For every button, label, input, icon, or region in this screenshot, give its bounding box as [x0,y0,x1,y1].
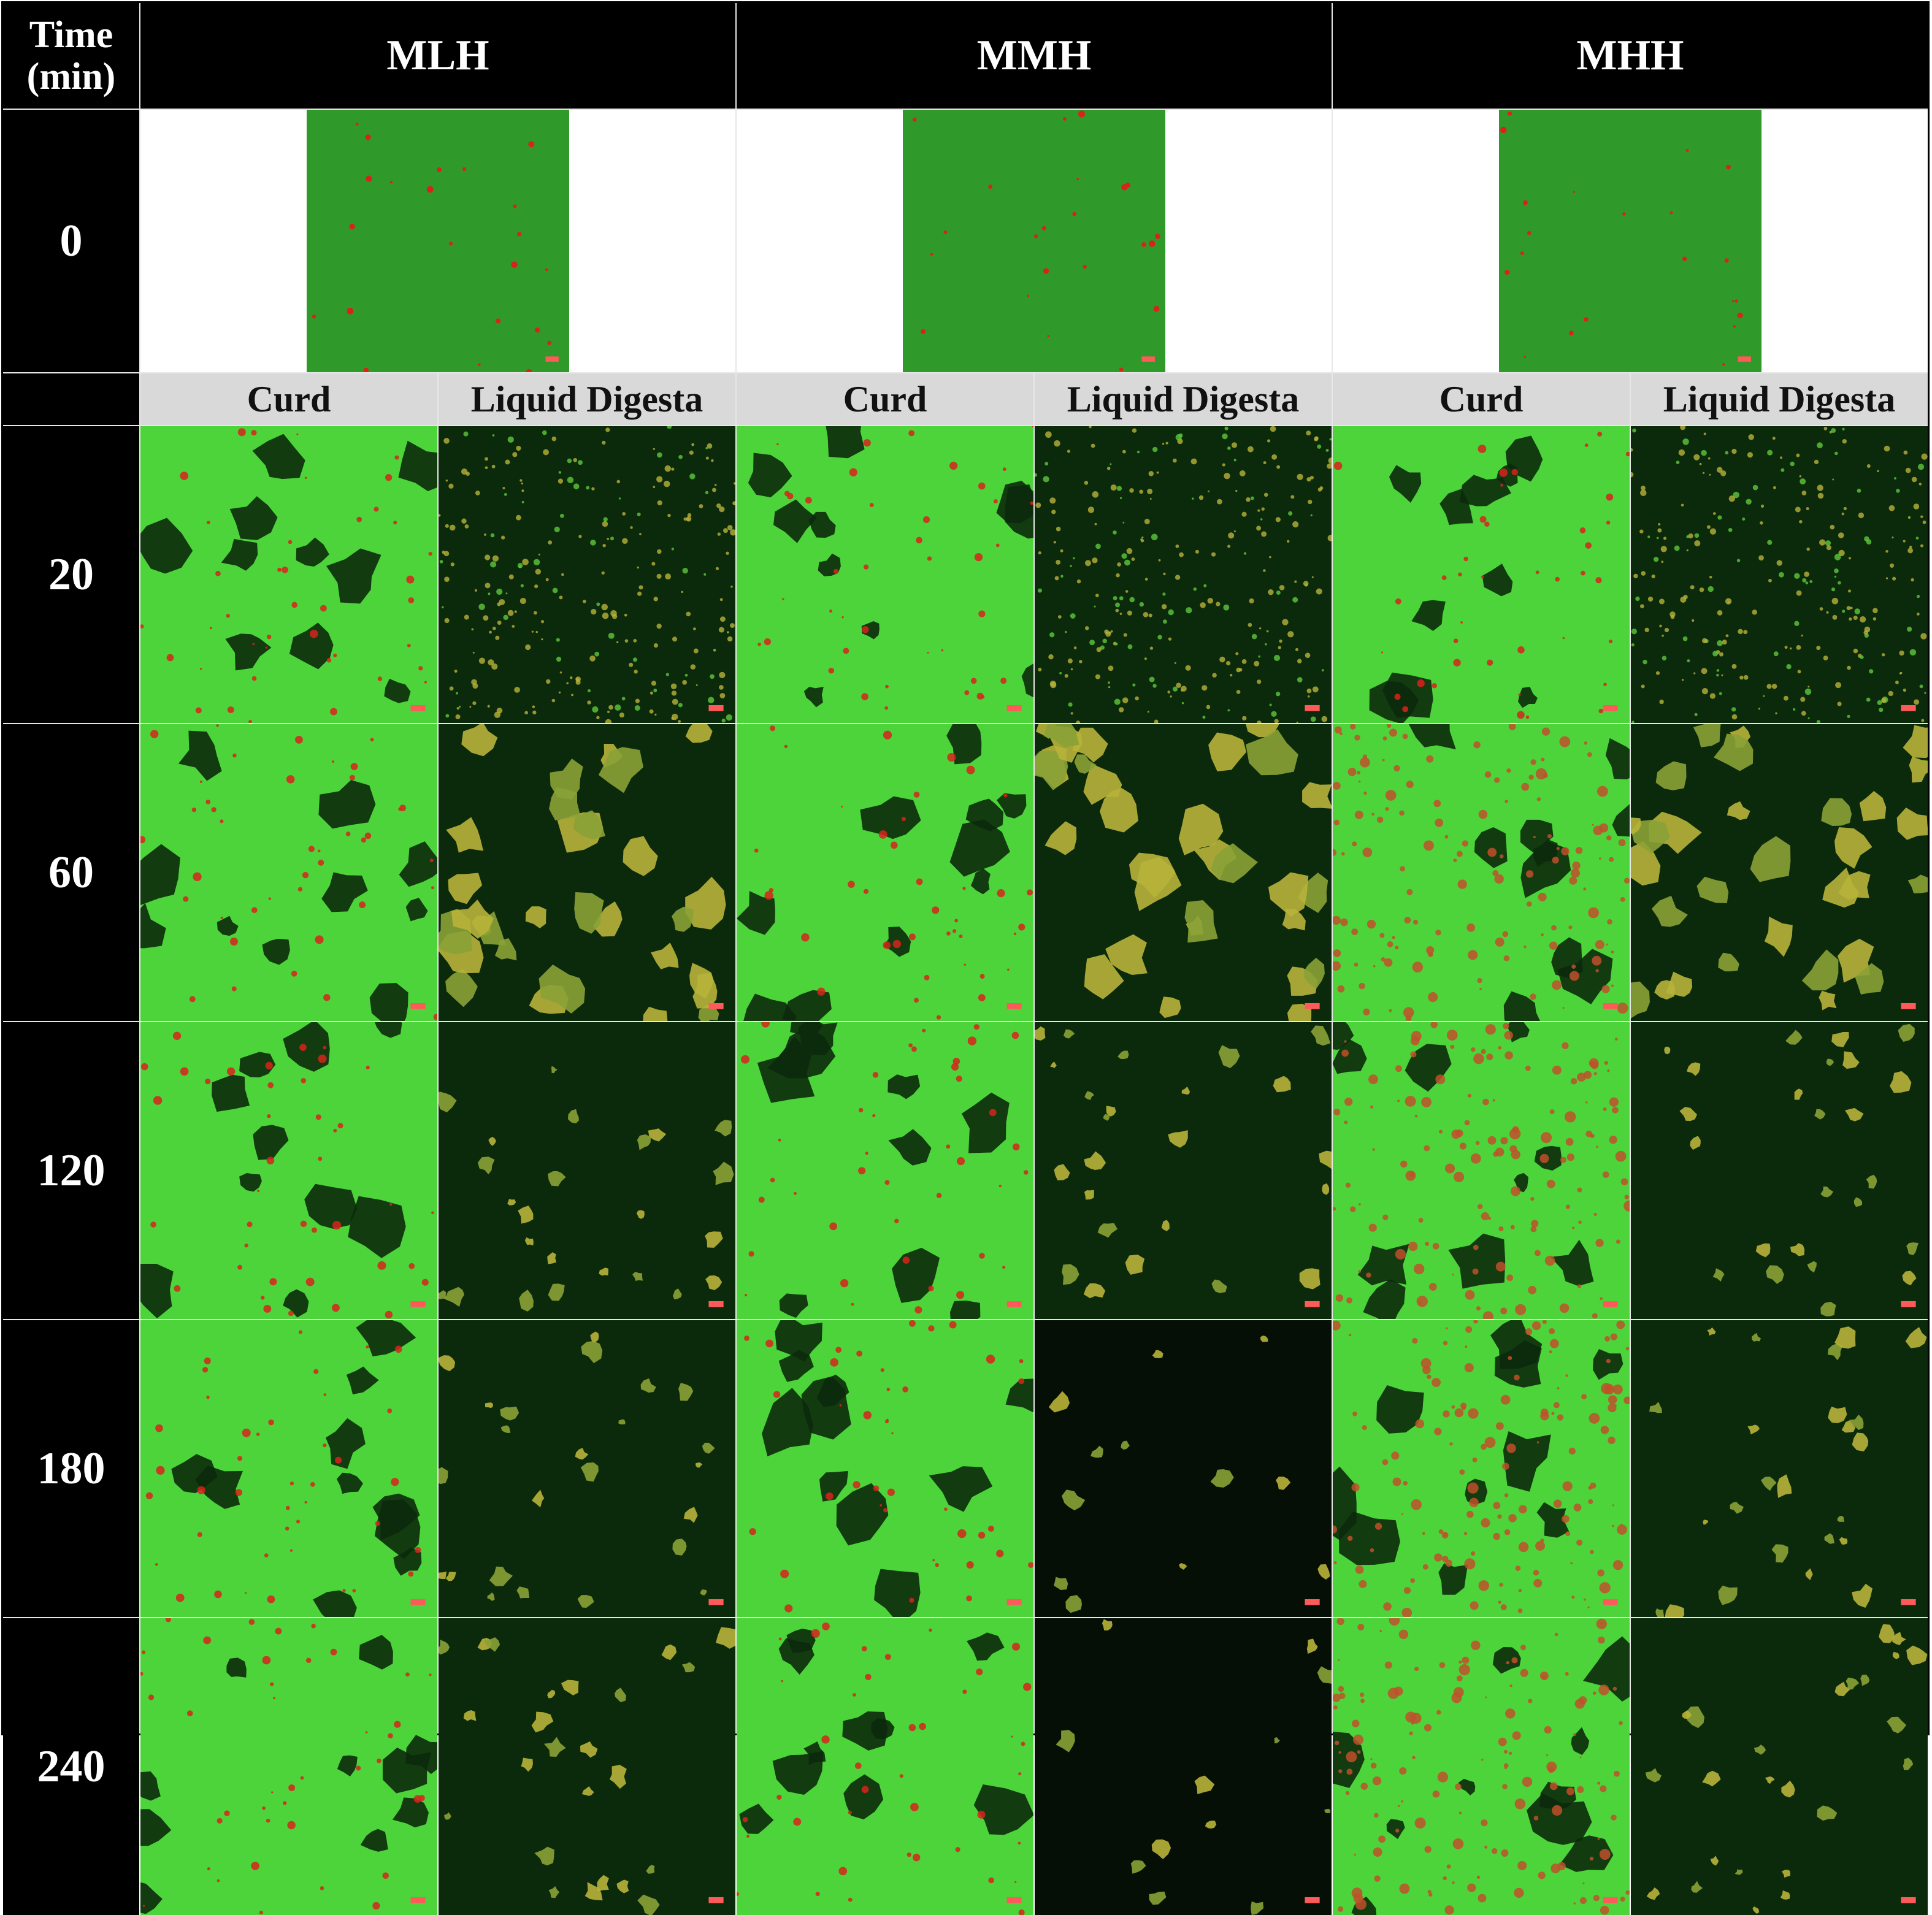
image-cell [1333,1618,1630,1915]
image-cell [1631,1022,1928,1319]
image-cell [140,1022,437,1319]
subheader-liquid-digesta: Liquid Digesta [1631,373,1928,425]
image-cell [1333,724,1630,1021]
image-cell [1035,426,1332,723]
micrograph-image [737,1618,1033,1915]
image-cell [140,1618,437,1915]
micrograph-image [140,1320,437,1617]
micrograph-image [1035,1022,1332,1319]
image-cell [737,426,1033,723]
image-cell-mmh-t0 [737,110,1332,372]
micrograph-image [140,426,437,723]
image-cell [439,426,735,723]
image-cell-mlh-t0 [140,110,735,372]
micrograph-image [1035,724,1332,1021]
micrograph-image [307,110,569,372]
image-cell [1333,1022,1630,1319]
micrograph-image [1631,1022,1928,1319]
micrograph-image [737,724,1033,1021]
micrograph-image [439,426,735,723]
micrograph-image [1333,1618,1630,1915]
image-cell-mhh-t0 [1333,110,1928,372]
image-cell [1631,1320,1928,1617]
image-cell [737,1022,1033,1319]
image-cell [1333,426,1630,723]
micrograph-image [1631,1320,1928,1617]
micrograph-image [439,1022,735,1319]
image-cell [737,1618,1033,1915]
image-cell [1333,1320,1630,1617]
image-cell [1035,1022,1332,1319]
micrograph-image [1035,426,1332,723]
image-cell [140,724,437,1021]
image-cell [439,724,735,1021]
micrograph-image [439,724,735,1021]
micrograph-image [737,1320,1033,1617]
micrograph-image [140,1022,437,1319]
micrograph-image [140,724,437,1021]
image-cell [1631,1618,1928,1915]
micrograph-image [737,1022,1033,1319]
time-label-20: 20 [3,426,139,723]
time-label-180: 180 [3,1320,139,1617]
time-label-0: 0 [3,110,139,372]
image-cell [439,1022,735,1319]
subheader-curd: Curd [1333,373,1630,425]
time-unit-label: (min) [26,56,116,97]
image-cell [1035,724,1332,1021]
image-cell [140,1320,437,1617]
image-cell [439,1320,735,1617]
image-cell [737,724,1033,1021]
micrograph-image [737,426,1033,723]
time-label: Time [29,13,113,56]
micrograph-image [1333,426,1630,723]
time-label-240: 240 [3,1618,139,1915]
image-cell [439,1618,735,1915]
micrograph-image [140,1618,437,1915]
micrograph-image [439,1618,735,1915]
subheader-liquid-digesta: Liquid Digesta [439,373,735,425]
micrograph-image [439,1320,735,1617]
micrograph-image [1333,1022,1630,1319]
group-header-mlh: MLH [140,3,735,109]
micrograph-image [903,110,1165,372]
micrograph-image [1631,724,1928,1021]
image-cell [737,1320,1033,1617]
time-label-60: 60 [3,724,139,1021]
subheader-liquid-digesta: Liquid Digesta [1035,373,1332,425]
micrograph-image [1333,724,1630,1021]
image-cell [1035,1618,1332,1915]
image-cell [1035,1320,1332,1617]
time-label-120: 120 [3,1022,139,1319]
group-header-mmh: MMH [737,3,1332,109]
subheader-curd: Curd [140,373,437,425]
micrograph-image [1333,1320,1630,1617]
image-cell [1631,426,1928,723]
time-column-header: Time (min) [3,3,139,109]
group-header-mhh: MHH [1333,3,1928,109]
micrograph-image [1631,426,1928,723]
micrograph-image [1631,1618,1928,1915]
subheader-spacer [3,373,139,425]
micrograph-image [1499,110,1761,372]
subheader-curd: Curd [737,373,1033,425]
image-cell [140,426,437,723]
image-cell [1631,724,1928,1021]
micrograph-image [1035,1618,1332,1915]
micrograph-image [1035,1320,1332,1617]
